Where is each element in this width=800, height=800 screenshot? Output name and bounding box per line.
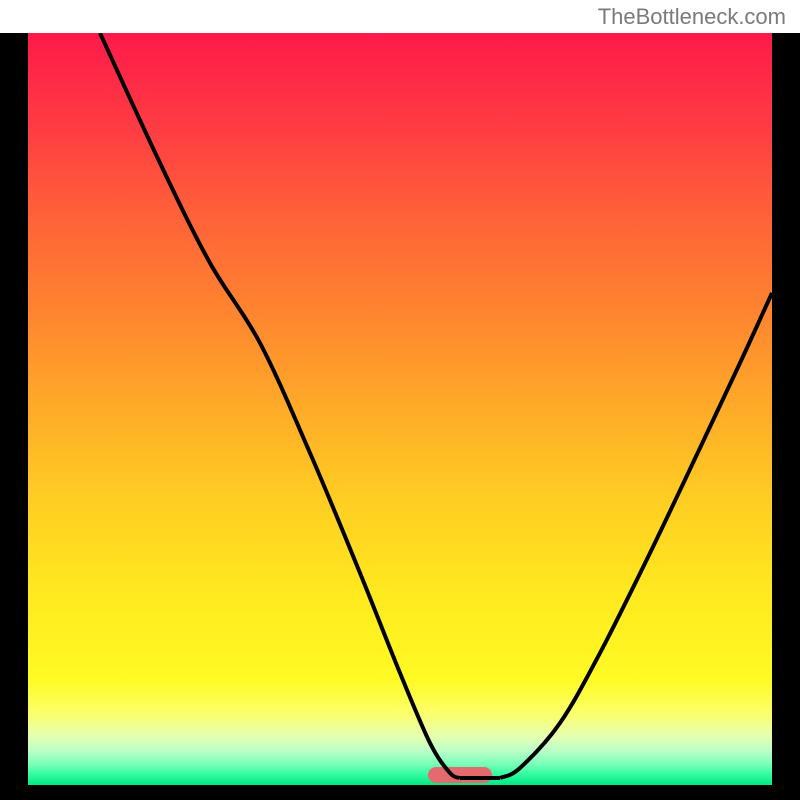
chart-svg xyxy=(0,33,800,800)
optimal-marker xyxy=(428,767,492,783)
frame-right xyxy=(772,33,800,800)
chart-container: TheBottleneck.com xyxy=(0,0,800,800)
frame-bottom xyxy=(0,785,800,800)
watermark-text: TheBottleneck.com xyxy=(598,4,786,30)
frame-left xyxy=(0,33,28,800)
bottleneck-chart xyxy=(0,33,800,800)
